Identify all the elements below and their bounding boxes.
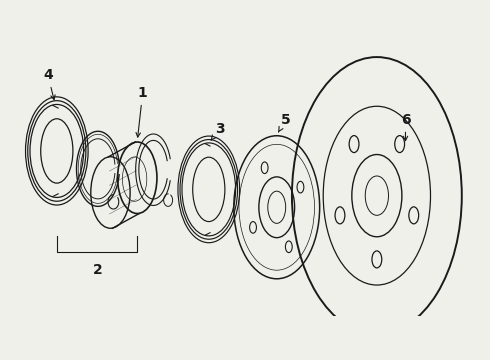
Text: 1: 1 <box>136 86 147 137</box>
Text: 5: 5 <box>278 113 291 132</box>
Text: 6: 6 <box>401 113 410 141</box>
Text: 3: 3 <box>211 122 225 140</box>
Text: 4: 4 <box>43 68 55 100</box>
Text: 2: 2 <box>93 263 103 277</box>
